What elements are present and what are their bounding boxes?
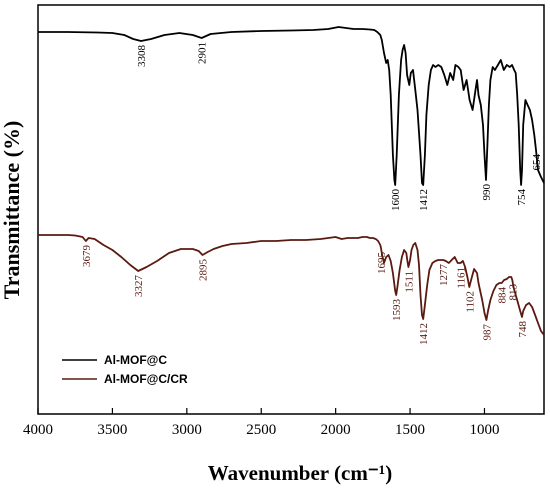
x-tick-label-6: 1000 [469, 422, 499, 438]
peak-label-15: 1161 [456, 267, 468, 289]
peak-label-4: 990 [481, 184, 493, 201]
series-line-1 [38, 234, 545, 336]
peak-label-17: 987 [481, 324, 493, 341]
legend: Al-MOF@C Al-MOF@C/CR [62, 353, 188, 386]
peak-annotations: 3308 2901 1600 1412 990 754 654 3679 3327 2895 169… [81, 42, 543, 345]
peak-label-13: 1412 [418, 323, 430, 345]
peak-label-9: 2895 [198, 259, 210, 282]
peak-label-6: 654 [531, 154, 543, 171]
legend-label-1: Al-MOF@C/CR [104, 372, 188, 386]
peak-label-10: 1695 [376, 252, 388, 275]
x-tick-label-3: 2500 [246, 422, 276, 438]
plot-frame [37, 4, 545, 415]
peak-label-1: 2901 [197, 42, 209, 64]
series-line-0 [38, 26, 545, 186]
peak-label-8: 3327 [133, 275, 145, 298]
series-layer [38, 26, 545, 336]
peak-label-20: 748 [517, 321, 529, 338]
x-tick-label-5: 1500 [395, 422, 425, 438]
y-axis-title: Transmittance (%) [0, 121, 24, 300]
peak-label-14: 1277 [438, 264, 450, 287]
x-axis-title: Wavenumber (cm⁻¹) [208, 461, 392, 485]
peak-label-7: 3679 [81, 245, 93, 268]
peak-label-2: 1600 [390, 189, 402, 212]
peak-label-16: 1102 [464, 291, 476, 313]
peak-label-11: 1593 [391, 299, 403, 322]
peak-label-3: 1412 [418, 189, 430, 211]
peak-label-19: 813 [507, 284, 519, 301]
peak-label-5: 754 [516, 189, 528, 206]
x-tick-label-4: 2000 [321, 422, 351, 438]
peak-label-0: 3308 [136, 45, 148, 68]
peak-label-12: 1511 [403, 271, 415, 293]
x-tick-label-2: 3000 [172, 422, 202, 438]
peak-label-18: 884 [497, 287, 509, 304]
legend-label-0: Al-MOF@C [104, 353, 167, 367]
x-axis-ticks: 4000 3500 3000 2500 2000 1500 1000 [23, 408, 499, 438]
x-tick-label-1: 3500 [97, 422, 127, 438]
x-tick-label-0: 4000 [23, 422, 53, 438]
